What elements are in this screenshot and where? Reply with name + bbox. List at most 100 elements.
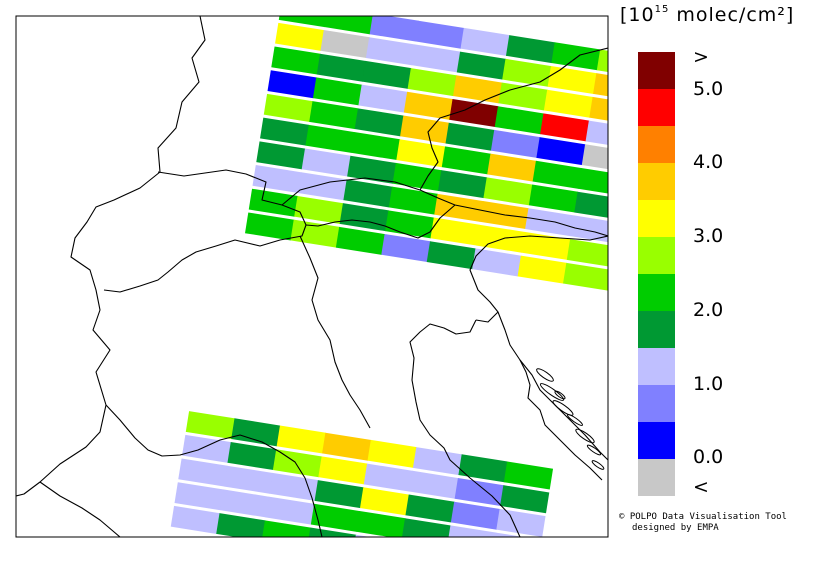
- swath-pixel: [472, 248, 522, 277]
- swath-pixel: [354, 108, 404, 137]
- island-outline: [591, 460, 605, 470]
- swath-pixel: [503, 461, 554, 490]
- swath-pixel: [305, 124, 355, 153]
- swath-pixel: [589, 96, 608, 125]
- colorbar: [638, 52, 675, 496]
- island-outline: [586, 444, 602, 456]
- swath-pixel: [265, 496, 315, 525]
- swath-pixel: [409, 470, 459, 499]
- swath-pixel: [494, 106, 544, 135]
- swath-pixel: [536, 137, 586, 166]
- swath-pixel: [318, 456, 368, 485]
- swath-pixel: [521, 231, 571, 260]
- swath-pixel: [540, 113, 590, 142]
- swath-pixel: [456, 51, 506, 80]
- unit-exponent: 15: [654, 4, 670, 15]
- swath-pixel: [543, 89, 594, 118]
- swath-pixel: [400, 115, 450, 144]
- island-outline: [536, 368, 554, 382]
- swath-pixel: [335, 226, 386, 255]
- swath-pixel: [170, 505, 220, 534]
- legend-label-2: 2.0: [693, 299, 724, 321]
- swath-pixel: [245, 212, 295, 241]
- swath-pixel: [347, 155, 397, 184]
- swath-pixel: [178, 458, 228, 487]
- swath-pixel: [216, 513, 266, 537]
- swath-pixel: [430, 217, 480, 246]
- swath-pixel: [260, 117, 310, 146]
- swath-pixel: [574, 191, 608, 220]
- swath-pixel: [434, 193, 484, 222]
- dalmatian-islands: [536, 368, 605, 470]
- swath-pixel: [547, 65, 597, 95]
- credit-line-1: © POLPO Data Visualisation Tool: [619, 512, 787, 522]
- colorbar-swatch: [638, 52, 675, 89]
- swath-pixel: [396, 139, 446, 168]
- swath-pixel: [275, 22, 325, 51]
- swath-pixel: [392, 162, 442, 191]
- island-outline: [575, 428, 595, 444]
- swath-pixel: [441, 146, 491, 175]
- swath-pixel: [525, 208, 575, 237]
- legend-label-4: 4.0: [693, 151, 724, 173]
- credit-line-2: designed by EMPA: [632, 523, 719, 533]
- coastline-borders: [16, 16, 608, 537]
- colorbar-swatch: [638, 348, 675, 385]
- swath-pixel: [363, 463, 413, 492]
- swath-pixel: [350, 132, 401, 161]
- swath-pixel: [267, 70, 317, 99]
- swath-pixel: [324, 16, 374, 35]
- swath-pixel: [271, 46, 321, 75]
- swath-pixel: [261, 520, 311, 537]
- colorbar-swatch: [638, 459, 675, 496]
- swath-pixel: [314, 480, 364, 509]
- swath-pixel: [398, 542, 447, 566]
- colorbar-swatch: [638, 163, 675, 200]
- unit-label: [1015 molec/cm²]: [620, 4, 795, 26]
- legend-over-label: >: [693, 46, 709, 68]
- island-outline: [552, 400, 574, 416]
- swath-pixel: [460, 27, 510, 56]
- swath-pixel: [505, 35, 556, 64]
- island-outline: [554, 390, 566, 400]
- swath-pixel: [219, 489, 270, 518]
- swath-pixel: [450, 501, 501, 530]
- swath-pixel: [343, 179, 393, 208]
- colorbar-swatch: [638, 311, 675, 348]
- swath-pixel: [415, 20, 465, 49]
- swath-pixel: [256, 141, 306, 170]
- swath-pixel: [517, 255, 567, 284]
- swath-pixel: [500, 485, 550, 514]
- swath-pixel: [502, 58, 552, 87]
- swath-pixel: [585, 120, 608, 149]
- swath-pixel: [356, 511, 406, 537]
- swath-pixel: [301, 148, 351, 177]
- swath-pixel: [322, 432, 372, 461]
- swath-pixel: [407, 68, 457, 97]
- swath-pixel: [362, 60, 412, 89]
- colorbar-swatch: [638, 126, 675, 163]
- swath-pixel: [309, 101, 359, 130]
- swath-pixel: [454, 477, 504, 507]
- swath-pixel: [358, 84, 408, 113]
- swath-pixel: [352, 534, 402, 537]
- swath-pixel: [263, 93, 313, 122]
- swath-pixel: [445, 122, 495, 151]
- swath-pixel: [578, 168, 608, 197]
- legend-under-label: <: [693, 476, 709, 498]
- legend-label-5: 5.0: [693, 78, 724, 100]
- island-outline: [539, 383, 565, 401]
- legend-label-1: 1.0: [693, 373, 724, 395]
- swath-pixel: [182, 434, 232, 463]
- swath-pixel: [551, 42, 601, 71]
- swath-pixel: [388, 186, 439, 215]
- unit-text: molec/cm²: [676, 4, 786, 26]
- swath-pixel: [231, 418, 281, 447]
- swath-pixel: [310, 503, 361, 532]
- swath-pixel: [223, 465, 273, 494]
- swath-pixel: [312, 77, 363, 106]
- island-outline: [567, 414, 583, 426]
- swath-pixel: [528, 184, 579, 213]
- swath-pixel: [360, 487, 410, 516]
